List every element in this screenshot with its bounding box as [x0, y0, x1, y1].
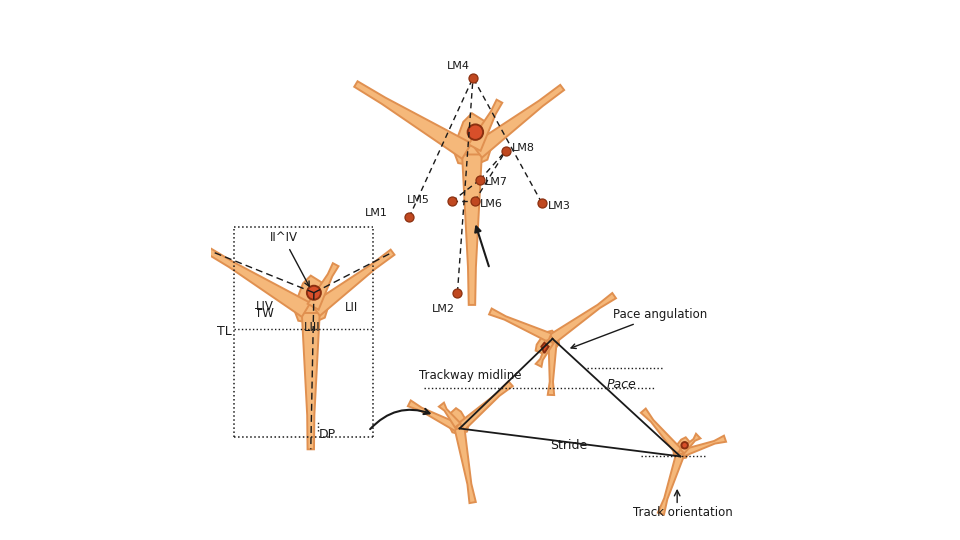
Polygon shape [294, 275, 328, 323]
Polygon shape [489, 308, 551, 342]
Polygon shape [459, 381, 513, 430]
Polygon shape [536, 340, 554, 367]
Text: LM1: LM1 [365, 208, 388, 218]
Text: Track orientation: Track orientation [634, 507, 732, 519]
Polygon shape [408, 401, 459, 431]
Polygon shape [462, 154, 482, 305]
Polygon shape [468, 100, 502, 151]
Polygon shape [472, 85, 564, 158]
Polygon shape [439, 403, 461, 428]
Text: LM6: LM6 [480, 199, 503, 209]
Text: Pace angulation: Pace angulation [571, 308, 708, 348]
Circle shape [307, 286, 321, 300]
Text: LM7: LM7 [486, 178, 509, 187]
Text: DP: DP [319, 428, 336, 441]
Polygon shape [307, 263, 339, 310]
Polygon shape [541, 343, 549, 353]
Polygon shape [641, 409, 682, 454]
Text: LII: LII [345, 301, 358, 314]
Polygon shape [455, 428, 476, 503]
Text: LIII: LIII [303, 321, 321, 334]
Text: LM5: LM5 [407, 195, 429, 205]
Polygon shape [301, 313, 320, 449]
Text: LM3: LM3 [548, 200, 571, 211]
Text: LM4: LM4 [447, 61, 470, 71]
Circle shape [468, 124, 483, 140]
Text: Stride: Stride [550, 438, 588, 451]
Polygon shape [311, 249, 395, 316]
Text: TW: TW [255, 307, 275, 321]
Polygon shape [674, 437, 690, 458]
Text: LM8: LM8 [513, 143, 536, 153]
Polygon shape [354, 81, 471, 159]
Polygon shape [658, 453, 684, 515]
Text: LM2: LM2 [432, 303, 455, 314]
Polygon shape [453, 113, 492, 166]
Polygon shape [548, 342, 557, 395]
Polygon shape [550, 293, 616, 343]
Text: Pace: Pace [607, 378, 636, 391]
Polygon shape [449, 408, 468, 434]
Polygon shape [681, 434, 701, 454]
Polygon shape [536, 330, 559, 354]
Circle shape [682, 442, 688, 449]
Text: Trackway midline: Trackway midline [420, 369, 521, 382]
Text: II^IV: II^IV [270, 231, 309, 286]
Polygon shape [682, 436, 726, 456]
Polygon shape [204, 246, 310, 317]
Text: TL: TL [218, 325, 232, 338]
Text: LIV: LIV [255, 300, 274, 313]
